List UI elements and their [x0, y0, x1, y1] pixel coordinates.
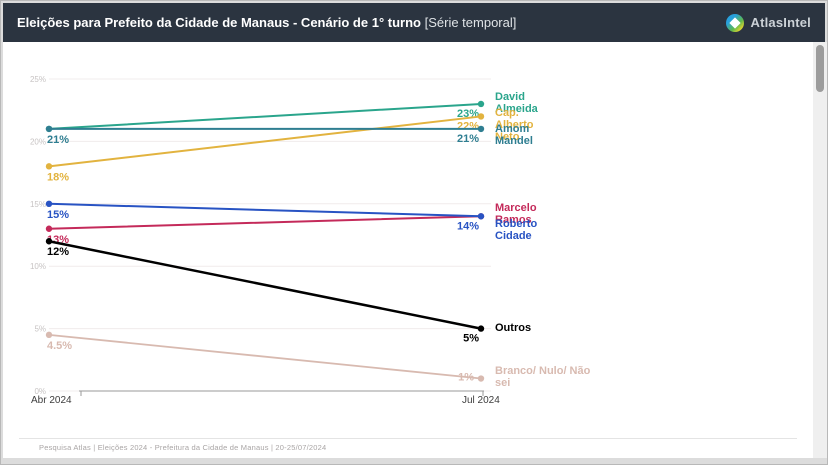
footer-divider — [19, 438, 797, 439]
xtick-label-abr-2024: Abr 2024 — [31, 395, 72, 406]
series-label-roberto-cidade: Roberto Cidade — [495, 218, 538, 242]
logo-diamond-shape — [729, 16, 742, 29]
series-label-amom-mandel: Amom Mandel — [495, 123, 533, 147]
brand-name: AtlasIntel — [750, 15, 811, 30]
header-bar: Eleições para Prefeito da Cidade de Mana… — [3, 3, 825, 42]
atlasintel-logo-icon — [726, 13, 745, 32]
series-label-outros: Outros — [495, 322, 532, 334]
scrollbar-thumb[interactable] — [816, 45, 824, 92]
page-title: Eleições para Prefeito da Cidade de Mana… — [17, 15, 516, 30]
series-label-branco-nulo-n-o-sei: Branco/ Nulo/ Não sei — [495, 365, 591, 389]
title-suffix: [Série temporal] — [424, 15, 517, 30]
scrollbar-track[interactable] — [813, 42, 827, 458]
chart-card: Pesquisa Atlas | Eleições 2024 - Prefeit… — [3, 42, 813, 458]
series-label-cap-alberto-neto: Cap. Alberto Neto — [495, 107, 534, 143]
series-label-david-almeida: David Almeida — [495, 91, 538, 115]
brand: AtlasIntel — [726, 13, 811, 32]
xtick-label-jul-2024: Jul 2024 — [462, 395, 500, 406]
series-label-marcelo-ramos: Marcelo Ramos — [495, 202, 537, 226]
footer-source-text: Pesquisa Atlas | Eleições 2024 - Prefeit… — [39, 443, 327, 452]
title-text: Eleições para Prefeito da Cidade de Mana… — [17, 15, 421, 30]
